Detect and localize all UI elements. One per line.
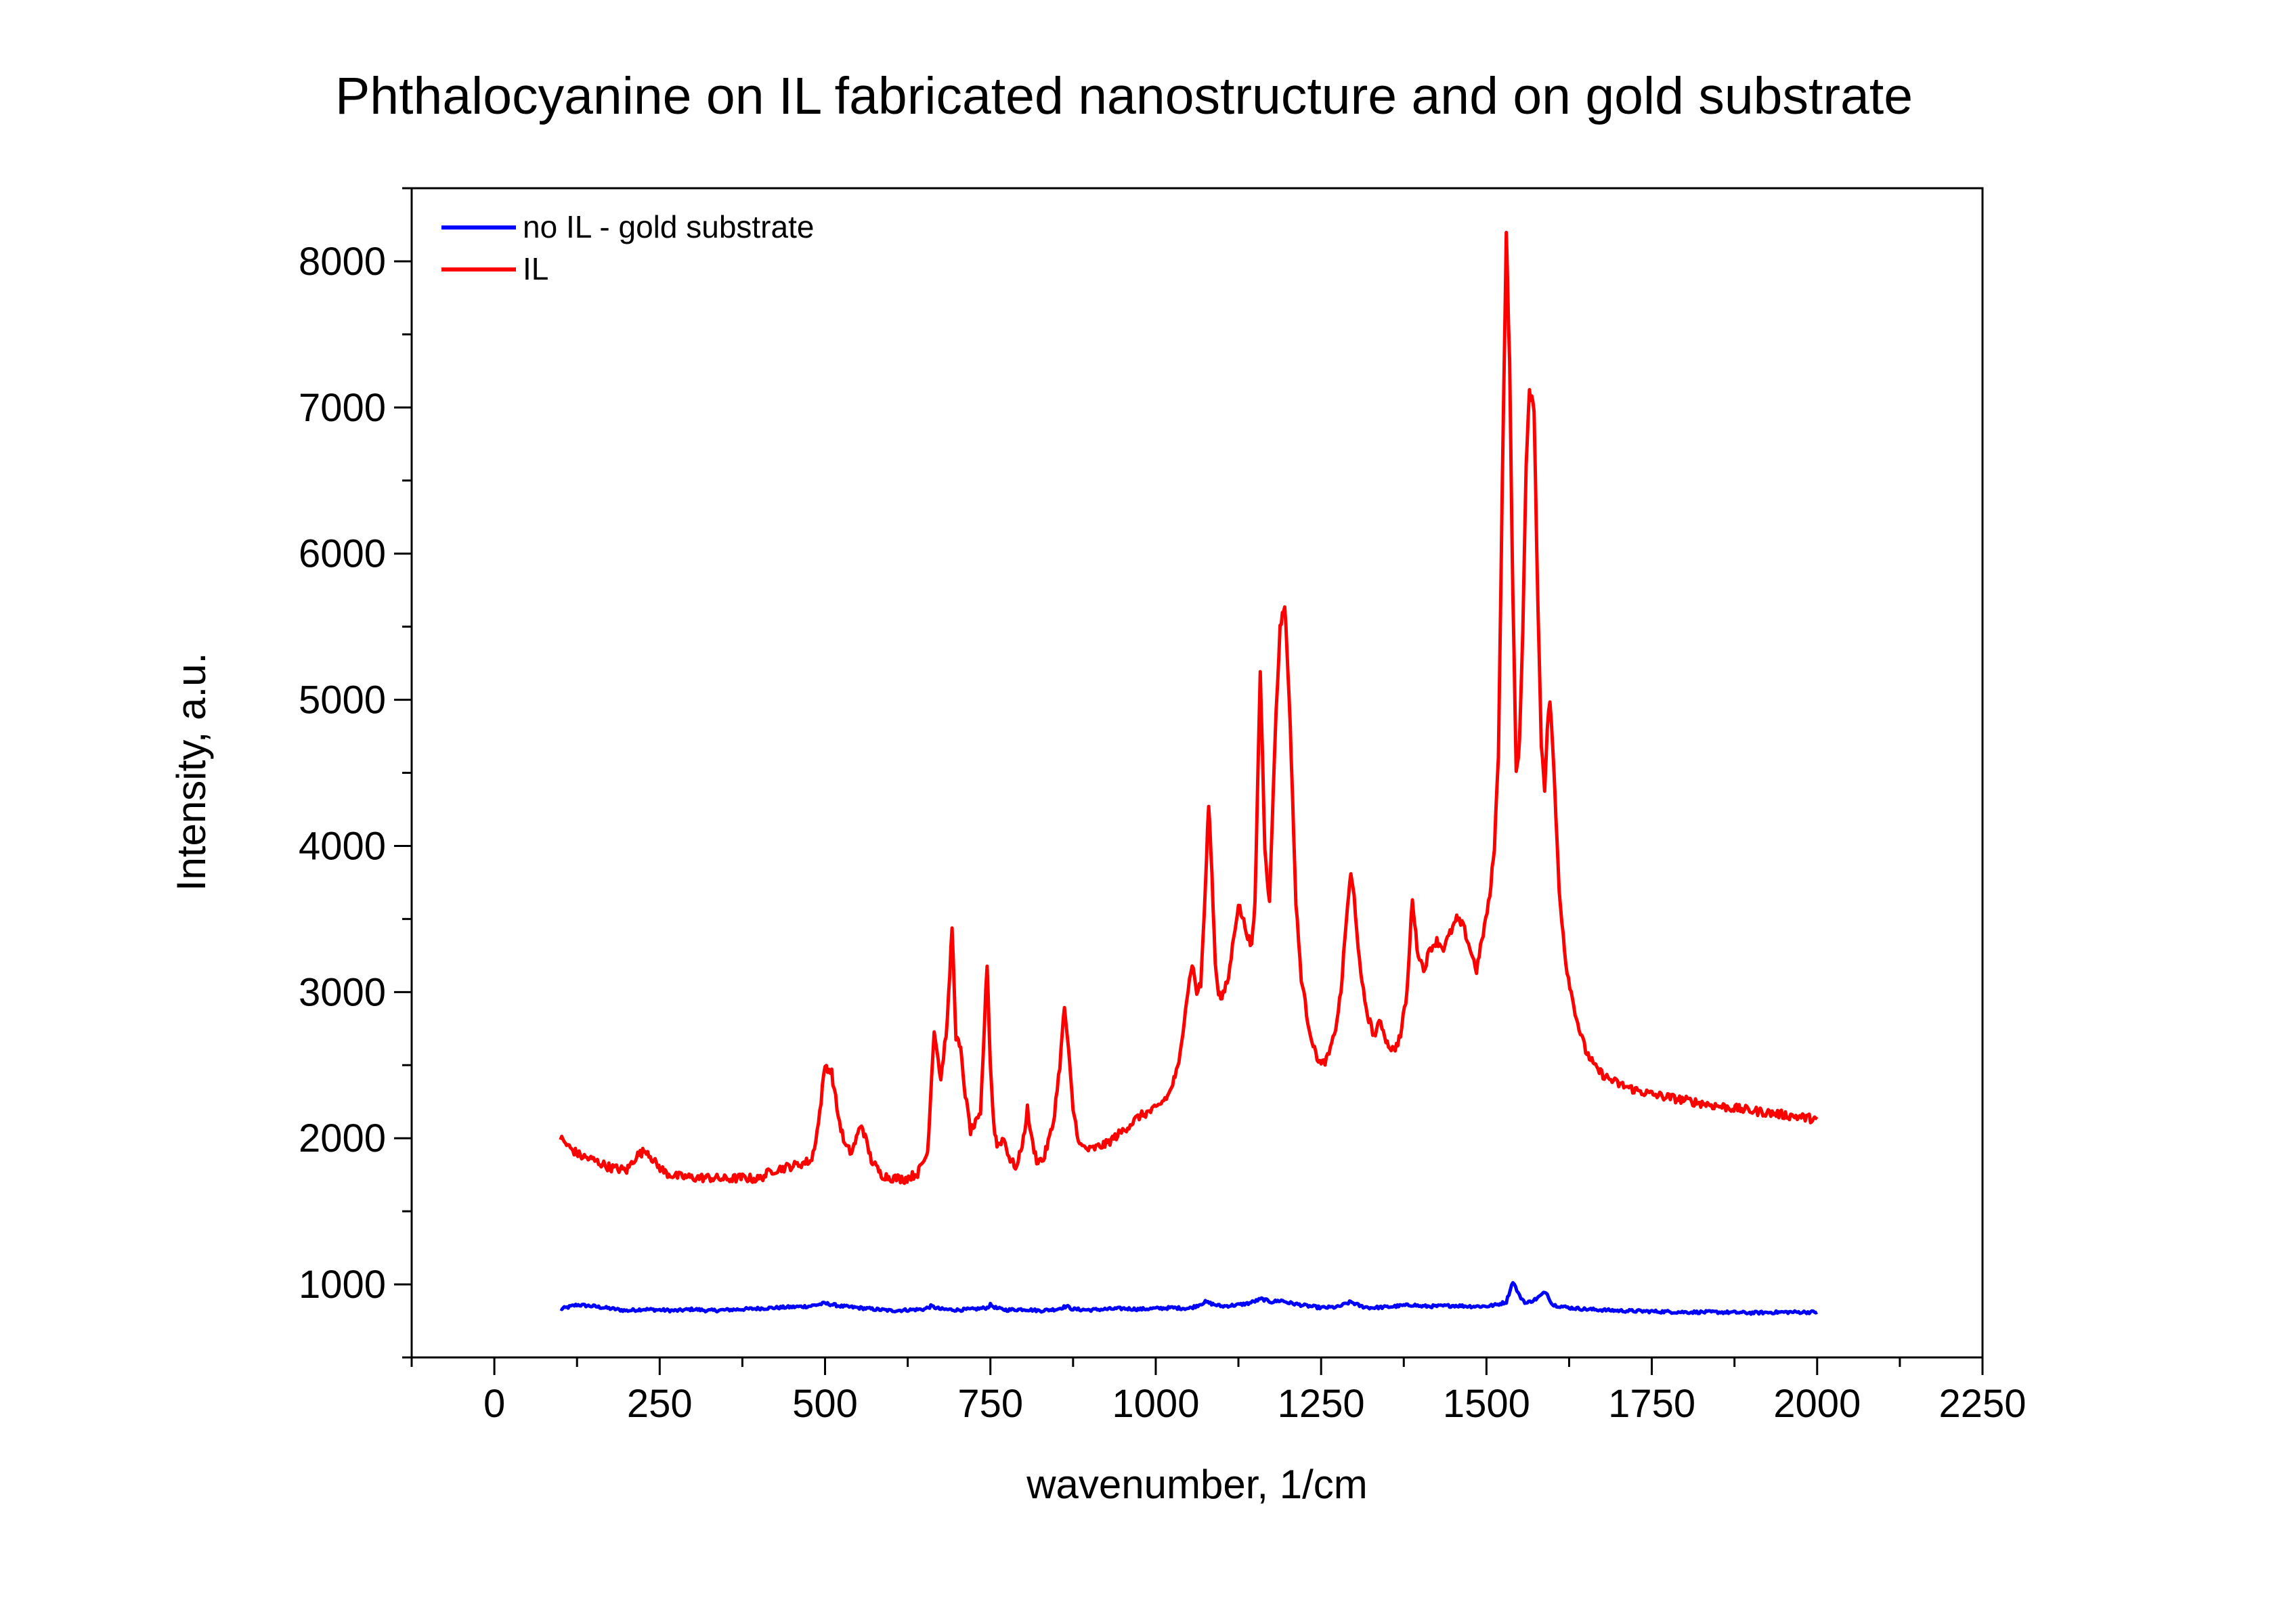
series-line-il: [559, 230, 1819, 1185]
x-axis-label: wavenumber, 1/cm: [1026, 1462, 1368, 1507]
x-tick-label: 1250: [1278, 1382, 1365, 1426]
x-tick-label: 1000: [1112, 1382, 1199, 1426]
y-tick-label: 3000: [299, 970, 386, 1014]
legend-label: IL: [523, 251, 548, 286]
x-axis: 0 250 500 750 1000 1250 1500 1750 2000 2250: [410, 1357, 2027, 1426]
x-tick-label: 250: [627, 1382, 693, 1426]
y-tick-label: 8000: [299, 240, 386, 284]
y-tick-label: 6000: [299, 532, 386, 576]
y-tick-label: 2000: [299, 1116, 386, 1160]
x-tick-label: 2250: [1938, 1382, 2026, 1426]
y-tick-label: 7000: [299, 386, 386, 430]
series-line-no-il-gold-substrate: [559, 1281, 1819, 1316]
legend-label: no IL - gold substrate: [523, 209, 814, 244]
legend: no IL - gold substrate IL: [441, 209, 814, 286]
x-tick-label: 0: [483, 1382, 505, 1426]
x-tick-label: 500: [792, 1382, 858, 1426]
y-tick-label: 4000: [299, 824, 386, 868]
x-tick-label: 750: [957, 1382, 1023, 1426]
plot-frame: [410, 187, 1984, 1359]
y-tick-label: 1000: [299, 1263, 386, 1307]
x-tick-label: 2000: [1773, 1382, 1861, 1426]
y-tick-label: 5000: [299, 678, 386, 722]
chart-title: Phthalocyanine on IL fabricated nanostru…: [335, 67, 1913, 125]
series-layer: [559, 230, 1819, 1316]
y-axis-label: Intensity, a.u.: [169, 653, 214, 891]
y-axis: 1000 2000 3000 4000 5000 6000 7000 8000: [299, 187, 412, 1359]
x-tick-label: 1500: [1443, 1382, 1530, 1426]
x-tick-label: 1750: [1608, 1382, 1695, 1426]
